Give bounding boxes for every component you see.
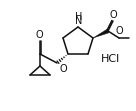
Text: O: O bbox=[115, 27, 123, 37]
Text: N: N bbox=[75, 17, 83, 27]
Text: HCl: HCl bbox=[100, 54, 120, 64]
Text: O: O bbox=[109, 10, 117, 20]
Text: O: O bbox=[59, 64, 67, 74]
Text: O: O bbox=[35, 30, 43, 40]
Polygon shape bbox=[93, 29, 109, 38]
Text: H: H bbox=[75, 13, 83, 23]
